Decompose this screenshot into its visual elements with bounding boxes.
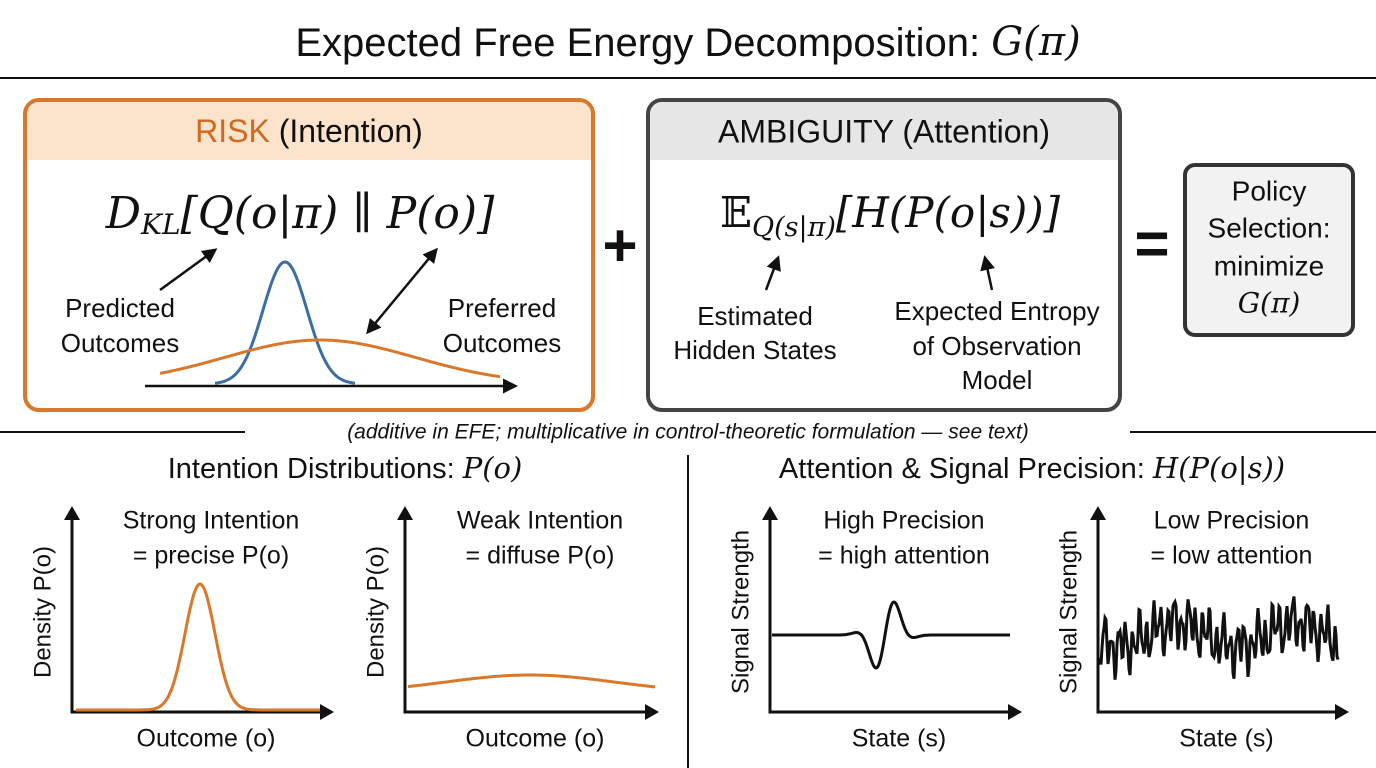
title-math: G(π) — [991, 19, 1080, 65]
predicted-curve — [214, 260, 356, 385]
arrow — [159, 248, 218, 292]
heading-text: Attention & Signal Precision: — [779, 453, 1153, 485]
y-label: Density P(o) — [29, 546, 56, 678]
label: Model — [962, 365, 1033, 395]
arrow — [764, 255, 781, 291]
y-label: Signal Strength — [727, 530, 754, 694]
signal-curve — [1098, 596, 1340, 680]
signal-curve — [407, 673, 656, 689]
ambiguity-formula: 𝔼Q(s|π)[H(P(o|s))] — [720, 188, 1061, 243]
risk-heading: RISK (Intention) — [195, 113, 423, 149]
panel-title: = precise P(o) — [133, 542, 289, 570]
label: of Observation — [912, 331, 1081, 361]
group: Strong Intention = precise P(o) Outcome (o… — [29, 506, 1349, 753]
label: Outcomes — [443, 328, 562, 358]
x-label: Outcome (o) — [137, 725, 276, 753]
formula-part: 𝔼 — [720, 188, 752, 237]
arrowhead — [1008, 704, 1022, 720]
formula-part: [H(P(o|s))] — [836, 188, 1061, 237]
arrowhead — [645, 704, 659, 720]
panel-title: Strong Intention — [123, 507, 300, 535]
formula-part: D — [105, 188, 141, 239]
risk-box — [23, 98, 595, 412]
risk-formula: DKL[Q(o|π) ∥ P(o)] — [105, 188, 495, 241]
y-label: Density P(o) — [362, 546, 389, 678]
formula-sub: Q(s|π) — [752, 212, 836, 243]
risk-header — [27, 102, 591, 160]
label: Outcomes — [61, 328, 180, 358]
label: Estimated — [697, 301, 813, 331]
title: Expected Free Energy Decomposition: G(π) — [295, 19, 1080, 65]
x-label: State (s) — [852, 725, 946, 753]
note: (additive in EFE; multiplicative in cont… — [347, 421, 1029, 444]
arrowhead — [1090, 506, 1106, 520]
arrowhead — [1335, 704, 1349, 720]
arrowhead — [397, 506, 413, 520]
panel-title: = low attention — [1151, 542, 1313, 570]
preferred-curve — [159, 338, 501, 379]
label: Expected Entropy — [894, 296, 1099, 326]
heading-math: H(P(o|s)) — [1152, 451, 1285, 485]
policy-line: Policy — [1232, 175, 1307, 206]
signal-curve — [772, 600, 1010, 670]
axes — [70, 510, 330, 714]
panel-title: = high attention — [818, 542, 990, 570]
formula-sub: KL — [140, 208, 181, 241]
x-label: Outcome (o) — [466, 725, 605, 753]
panel-title: High Precision — [823, 507, 984, 535]
policy-line: Selection: — [1208, 212, 1331, 243]
policy-line: minimize — [1214, 250, 1324, 281]
arrow — [980, 255, 995, 291]
panel-title: Weak Intention — [457, 507, 623, 535]
label: Preferred — [448, 293, 556, 323]
policy-math: G(π) — [1238, 287, 1301, 320]
ambiguity-heading: AMBIGUITY (Attention) — [718, 113, 1050, 149]
risk-heading-note: (Intention) — [279, 113, 423, 149]
plus: + — [602, 212, 637, 279]
equals: = — [1134, 210, 1169, 277]
signal-curve — [76, 582, 320, 712]
attention-heading: Attention & Signal Precision: H(P(o|s)) — [779, 451, 1285, 485]
axes — [403, 510, 655, 714]
label: Predicted — [65, 293, 175, 323]
x-label: State (s) — [1179, 725, 1273, 753]
ambiguity-header — [650, 102, 1118, 160]
risk-heading-main: RISK — [195, 113, 270, 149]
ambiguity-box — [646, 98, 1122, 412]
title-text: Expected Free Energy Decomposition: — [295, 21, 991, 65]
label: Hidden States — [673, 335, 836, 365]
panel-title: Low Precision — [1154, 507, 1310, 535]
arrowhead — [762, 506, 778, 520]
arrowhead — [320, 704, 334, 720]
arrow — [366, 247, 438, 335]
intention-heading: Intention Distributions: P(o) — [168, 451, 523, 485]
panel-title: = diffuse P(o) — [466, 542, 615, 570]
axes — [1096, 510, 1345, 714]
formula-part: [Q(o|π) ∥ P(o)] — [181, 188, 496, 239]
policy-box — [1183, 163, 1355, 337]
heading-math: P(o) — [462, 451, 523, 485]
axes — [768, 510, 1018, 714]
arrowhead — [64, 506, 80, 520]
heading-text: Intention Distributions: — [168, 453, 463, 485]
y-label: Signal Strength — [1055, 530, 1082, 694]
